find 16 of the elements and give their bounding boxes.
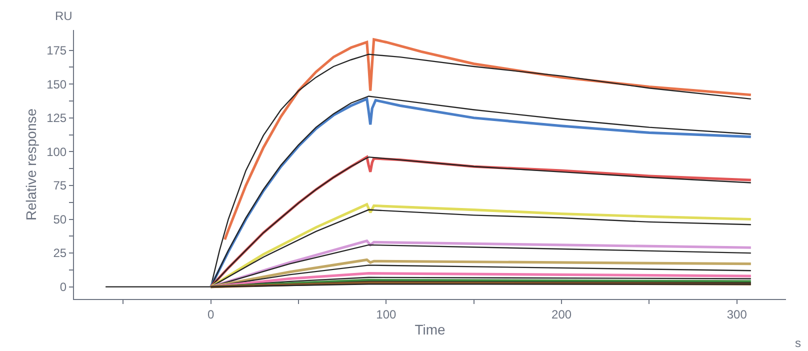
x-tick-label: 100 <box>376 307 396 322</box>
y-tick-label: 50 <box>53 212 67 226</box>
y-tick-label: 75 <box>53 178 67 193</box>
y-tick-label: 125 <box>46 111 67 126</box>
x-tick-label: 0 <box>207 307 214 322</box>
y-tick-label: 0 <box>60 280 67 294</box>
text: s <box>795 336 801 350</box>
x-tick-label: 300 <box>726 307 748 322</box>
y-tick-label: 175 <box>46 43 67 58</box>
y-axis-title: Relative response <box>23 108 40 221</box>
x-axis-title: Time <box>414 322 446 338</box>
y-tick-label: 25 <box>53 246 67 260</box>
y-tick-label: 150 <box>46 77 67 92</box>
x-tick-label: 200 <box>552 307 572 322</box>
text: RU <box>55 9 72 23</box>
y-tick-label: 100 <box>46 144 67 159</box>
